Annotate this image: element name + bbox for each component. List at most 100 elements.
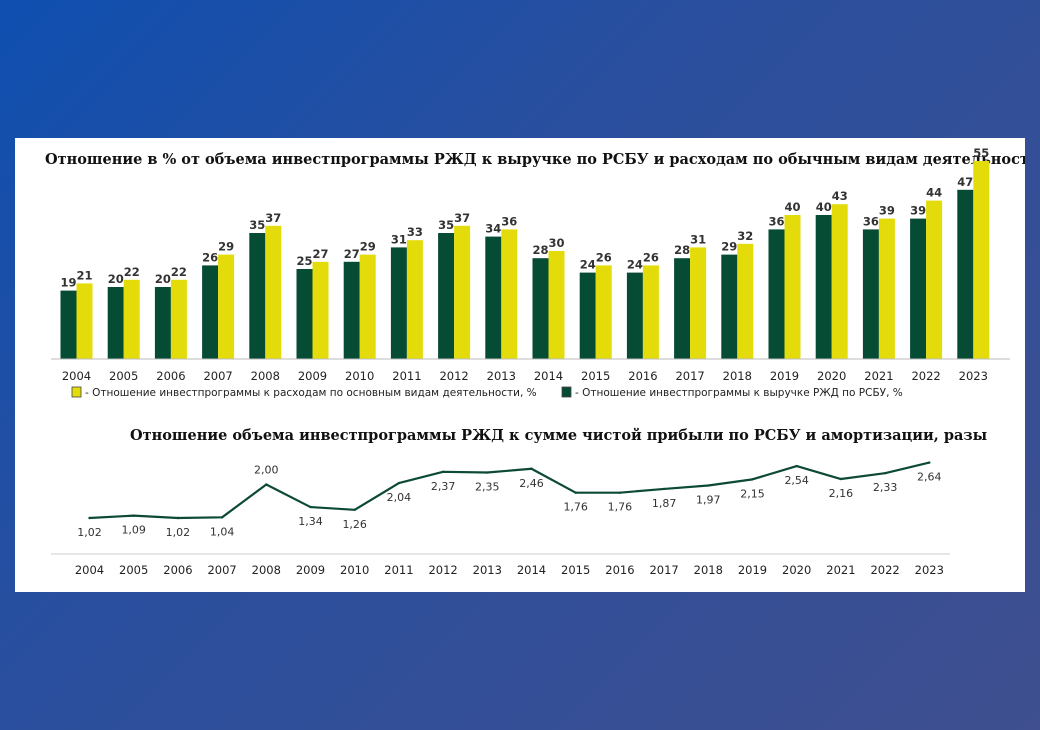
- bar-revenue-2004: [60, 290, 77, 359]
- line-value-label: 2,00: [254, 463, 279, 476]
- x-tick-label: 2010: [340, 563, 369, 577]
- line-point-2021: [839, 477, 843, 481]
- x-tick-label: 2006: [163, 563, 192, 577]
- x-tick-label: 2010: [345, 369, 374, 383]
- line-point-2007: [220, 516, 224, 519]
- line-point-2022: [883, 471, 887, 475]
- x-tick-label: 2006: [156, 369, 185, 383]
- x-tick-label: 2014: [534, 369, 563, 383]
- bar-value-label: 55: [973, 146, 989, 160]
- bar-expenses-2021: [878, 218, 895, 359]
- bar-revenue-2007: [202, 265, 219, 359]
- bar-value-label: 26: [596, 250, 612, 264]
- bar-expenses-2008: [265, 225, 282, 359]
- bar-value-label: 21: [76, 268, 92, 282]
- x-tick-label: 2021: [864, 369, 893, 383]
- bar-value-label: 35: [249, 218, 265, 232]
- bar-revenue-2009: [296, 269, 313, 359]
- x-tick-label: 2015: [581, 369, 610, 383]
- bar-value-label: 27: [344, 247, 360, 261]
- bar-value-label: 43: [832, 189, 848, 203]
- bar-revenue-2006: [154, 287, 171, 359]
- bar-expenses-2005: [123, 279, 140, 359]
- bar-expenses-2018: [737, 243, 754, 359]
- bar-chart: 1921200420222005202220062629200735372008…: [60, 146, 989, 383]
- bar-revenue-2017: [674, 258, 691, 359]
- x-tick-label: 2009: [296, 563, 325, 577]
- bar-value-label: 40: [784, 200, 800, 214]
- bar-value-label: 33: [407, 225, 423, 239]
- x-tick-label: 2007: [203, 369, 232, 383]
- bar-value-label: 34: [485, 222, 501, 236]
- line-point-2023: [928, 461, 931, 464]
- bar-value-label: 36: [863, 214, 879, 228]
- bar-revenue-2020: [815, 215, 832, 359]
- bar-value-label: 26: [202, 250, 218, 264]
- bar-value-label: 44: [926, 186, 942, 200]
- bar-expenses-2017: [690, 247, 707, 359]
- line-value-label: 2,16: [829, 487, 854, 500]
- bar-revenue-2011: [390, 247, 407, 359]
- bar-value-label: 36: [768, 214, 784, 228]
- chart-canvas: Отношение в % от объема инвестпрограммы …: [45, 146, 1025, 577]
- bar-value-label: 39: [910, 204, 926, 218]
- line-point-2010: [353, 508, 356, 511]
- bar-value-label: 26: [643, 250, 659, 264]
- line-point-2014: [530, 467, 533, 470]
- line-point-2015: [574, 491, 577, 494]
- bar-revenue-2010: [343, 261, 360, 359]
- bar-revenue-2015: [579, 272, 596, 359]
- bar-expenses-2013: [501, 229, 518, 359]
- legend-label: - Отношение инвестпрограммы к выручке РЖ…: [575, 387, 903, 399]
- x-tick-label: 2019: [738, 563, 767, 577]
- bar-value-label: 35: [438, 218, 454, 232]
- x-tick-label: 2021: [826, 563, 855, 577]
- x-tick-label: 2020: [782, 563, 811, 577]
- bar-value-label: 27: [312, 247, 328, 261]
- line-value-label: 1,26: [342, 518, 367, 531]
- line-chart: 1,02 2004 1,09 2005 1,02 2006 1,04 2007 2,00 2008…: [75, 461, 944, 577]
- x-tick-label: 2008: [251, 369, 280, 383]
- bar-value-label: 37: [265, 211, 281, 225]
- bar-revenue-2021: [862, 229, 879, 359]
- bar-chart-title: Отношение в % от объема инвестпрограммы …: [45, 151, 1025, 168]
- x-tick-label: 2022: [870, 563, 899, 577]
- bar-expenses-2011: [406, 240, 423, 359]
- line-point-2018: [707, 484, 710, 487]
- line-value-label: 2,33: [873, 481, 898, 494]
- bar-value-label: 19: [60, 276, 76, 290]
- bar-expenses-2006: [170, 279, 187, 359]
- bar-expenses-2022: [926, 200, 943, 359]
- bar-revenue-2018: [721, 254, 738, 359]
- x-tick-label: 2022: [911, 369, 940, 383]
- x-tick-label: 2011: [392, 369, 421, 383]
- x-tick-label: 2019: [770, 369, 799, 383]
- bar-expenses-2012: [454, 225, 471, 359]
- bar-value-label: 29: [360, 240, 376, 254]
- line-value-label: 1,02: [77, 526, 102, 539]
- bar-value-label: 31: [690, 232, 706, 246]
- line-chart-title: Отношение объема инвестпрограммы РЖД к с…: [130, 427, 987, 444]
- bar-value-label: 29: [721, 240, 737, 254]
- bar-value-label: 31: [391, 232, 407, 246]
- bar-revenue-2016: [626, 272, 643, 359]
- bar-value-label: 29: [218, 240, 234, 254]
- x-tick-label: 2020: [817, 369, 846, 383]
- bar-value-label: 24: [580, 258, 596, 272]
- bar-expenses-2010: [359, 254, 376, 359]
- line-value-label: 2,04: [387, 491, 412, 504]
- bar-value-label: 28: [532, 243, 548, 257]
- x-tick-label: 2017: [675, 369, 704, 383]
- bar-value-label: 37: [454, 211, 470, 225]
- x-tick-label: 2016: [605, 563, 634, 577]
- x-tick-label: 2005: [119, 563, 148, 577]
- bar-revenue-2023: [957, 189, 974, 359]
- x-tick-label: 2012: [439, 369, 468, 383]
- x-tick-label: 2014: [517, 563, 546, 577]
- bar-value-label: 28: [674, 243, 690, 257]
- x-tick-label: 2004: [75, 563, 104, 577]
- line-point-2004: [88, 516, 91, 520]
- bar-expenses-2016: [642, 265, 659, 359]
- x-tick-label: 2018: [723, 369, 752, 383]
- line-point-2020: [795, 464, 798, 468]
